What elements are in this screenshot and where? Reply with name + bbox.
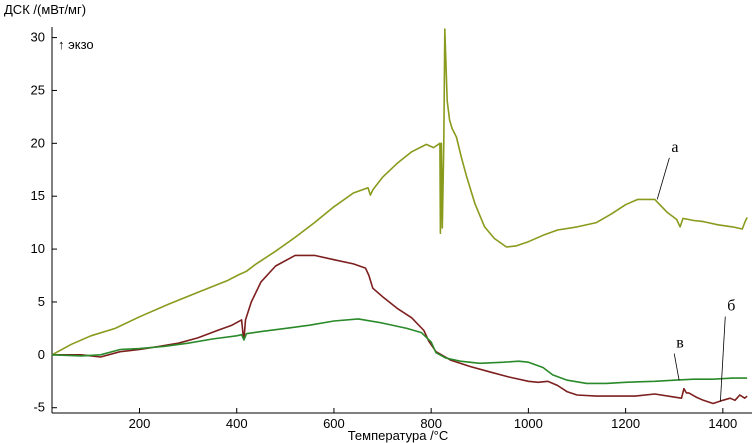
series-line-в bbox=[51, 318, 748, 385]
x-tick-label: 800 bbox=[420, 416, 442, 431]
x-tick-label: 1400 bbox=[708, 416, 737, 431]
y-tick-label: 10 bbox=[31, 241, 45, 256]
x-tick-label: 1200 bbox=[611, 416, 640, 431]
curve-label-а: а bbox=[671, 139, 678, 156]
y-tick-label: -5 bbox=[33, 400, 45, 415]
x-tick-label: 400 bbox=[226, 416, 248, 431]
y-axis-title: ДСК /(мВт/мг) bbox=[4, 2, 86, 17]
curve-label-leader bbox=[656, 157, 670, 200]
curve-label-б: б bbox=[727, 298, 735, 315]
y-tick-label: 25 bbox=[31, 82, 45, 97]
x-tick-label: 1000 bbox=[514, 416, 543, 431]
curve-label-leader bbox=[720, 316, 726, 402]
series-line-а bbox=[51, 28, 748, 356]
curve-label-в: в bbox=[676, 335, 684, 352]
exo-annotation: ↑ экзо bbox=[58, 37, 94, 52]
y-tick-label: 15 bbox=[31, 188, 45, 203]
y-tick-label: 20 bbox=[31, 135, 45, 150]
curve-label-leader bbox=[673, 353, 680, 381]
y-tick-label: 30 bbox=[31, 30, 45, 45]
x-tick-label: 600 bbox=[323, 416, 345, 431]
plot-area: -5 0 5 10 15 20 25 30 200 400 600 800 1000 1200 1400 а в… bbox=[31, 27, 752, 431]
y-tick-label: 0 bbox=[38, 347, 45, 362]
x-axis-title: Температура /°C bbox=[348, 428, 449, 443]
y-tick-label: 5 bbox=[38, 294, 45, 309]
x-tick-label: 200 bbox=[129, 416, 151, 431]
